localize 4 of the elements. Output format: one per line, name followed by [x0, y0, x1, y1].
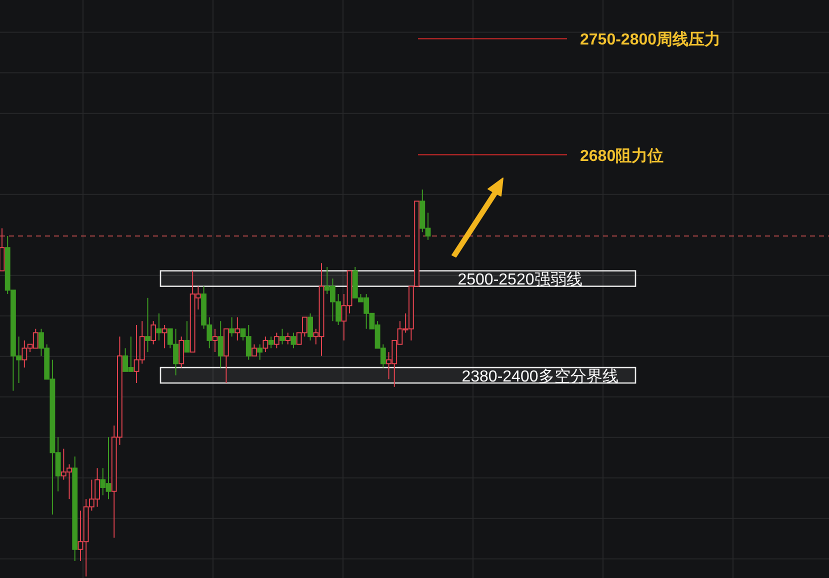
ref-line-label: 2750-2800周线压力: [580, 30, 721, 49]
ref-line-label: 2680阻力位: [580, 146, 664, 165]
band-label: 2380-2400多空分界线: [462, 367, 618, 386]
band-label: 2500-2520强弱线: [458, 270, 582, 289]
